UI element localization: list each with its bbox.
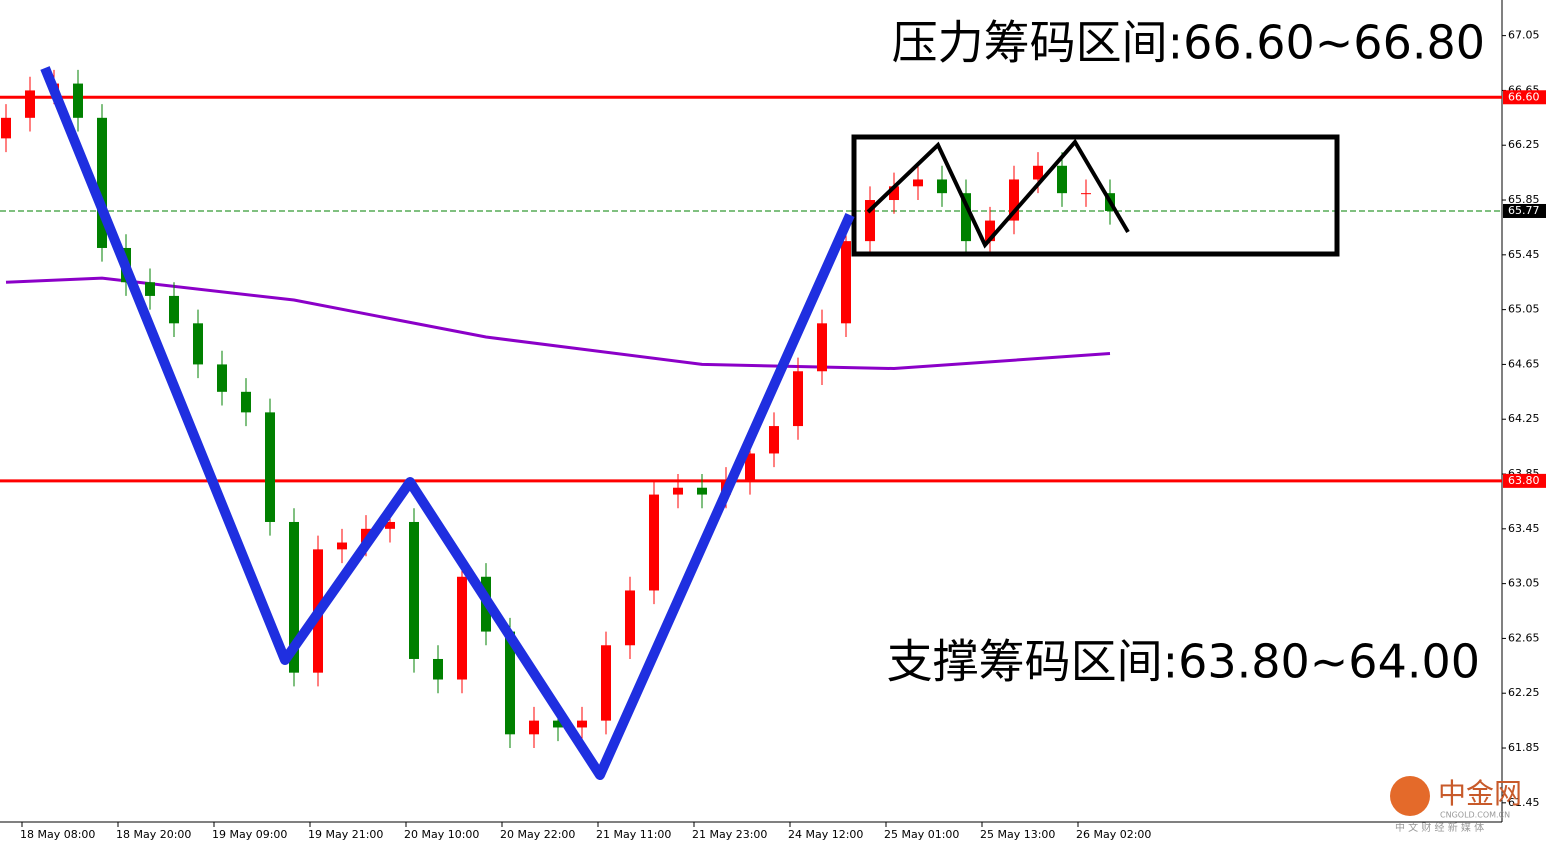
y-tick-label: 64.65 bbox=[1508, 357, 1540, 370]
x-tick-label: 18 May 20:00 bbox=[116, 828, 191, 841]
candle-body bbox=[193, 323, 203, 365]
candle-body bbox=[457, 576, 467, 680]
candle-body bbox=[961, 193, 971, 242]
y-tick-label: 63.05 bbox=[1508, 577, 1540, 590]
candle-body bbox=[745, 453, 755, 481]
candle-body bbox=[889, 186, 899, 201]
candle-body bbox=[1057, 165, 1067, 194]
x-tick-label: 21 May 23:00 bbox=[692, 828, 767, 841]
resistance-note: 压力筹码区间:66.60~66.80 bbox=[892, 16, 1485, 70]
candle-body bbox=[793, 371, 803, 427]
y-tick-label: 62.65 bbox=[1508, 631, 1540, 644]
x-tick-label: 26 May 02:00 bbox=[1076, 828, 1151, 841]
ma-line bbox=[5, 276, 1111, 371]
watermark-site: CNGOLD.COM.CN bbox=[1440, 811, 1510, 820]
x-tick-label: 21 May 11:00 bbox=[596, 828, 671, 841]
candle-body bbox=[25, 90, 35, 118]
watermark-slogan: 中 文 财 经 新 媒 体 bbox=[1395, 821, 1484, 834]
candle-body bbox=[769, 426, 779, 454]
price-tag-label: 63.80 bbox=[1508, 474, 1540, 487]
candle-body bbox=[265, 412, 275, 522]
y-tick-label: 67.05 bbox=[1508, 29, 1540, 42]
candle-body bbox=[1081, 193, 1091, 195]
y-tick-label: 65.05 bbox=[1508, 303, 1540, 316]
wave-arrow bbox=[40, 66, 855, 780]
candle-body bbox=[1, 117, 11, 139]
candle-body bbox=[865, 200, 875, 242]
candle-body bbox=[553, 720, 563, 728]
candle-body bbox=[697, 487, 707, 495]
support-note: 支撑筹码区间:63.80~64.00 bbox=[887, 635, 1480, 689]
swing-arrow bbox=[866, 138, 1130, 249]
x-tick-label: 20 May 10:00 bbox=[404, 828, 479, 841]
price-tag bbox=[1503, 203, 1546, 218]
candle-body bbox=[913, 179, 923, 187]
candle-body bbox=[385, 521, 395, 529]
price-tag bbox=[1503, 90, 1546, 105]
candle-body bbox=[841, 241, 851, 324]
x-tick-label: 19 May 09:00 bbox=[212, 828, 287, 841]
y-tick-label: 63.45 bbox=[1508, 522, 1540, 535]
candle-body bbox=[1033, 165, 1043, 180]
candle-body bbox=[625, 590, 635, 646]
y-tick-label: 62.25 bbox=[1508, 686, 1540, 699]
watermark-brand: 中金网 bbox=[1438, 777, 1522, 810]
range-box bbox=[851, 134, 1340, 257]
candle-body bbox=[985, 220, 995, 242]
candle-body bbox=[817, 323, 827, 372]
candle-body bbox=[577, 720, 587, 728]
candle-body bbox=[601, 645, 611, 721]
drawings bbox=[40, 66, 1340, 780]
candle-body bbox=[673, 487, 683, 495]
price-tag-label: 65.77 bbox=[1508, 204, 1540, 217]
candle-body bbox=[217, 364, 227, 392]
x-tick-label: 25 May 01:00 bbox=[884, 828, 959, 841]
candle-body bbox=[505, 631, 515, 735]
x-tick-label: 18 May 08:00 bbox=[20, 828, 95, 841]
candle-body bbox=[241, 391, 251, 413]
y-tick-label: 64.25 bbox=[1508, 412, 1540, 425]
candle-body bbox=[97, 117, 107, 248]
y-tick-label: 65.85 bbox=[1508, 193, 1540, 206]
y-tick-label: 61.85 bbox=[1508, 741, 1540, 754]
y-tick-label: 66.25 bbox=[1508, 138, 1540, 151]
price-tag-label: 66.60 bbox=[1508, 90, 1540, 103]
candle-body bbox=[937, 179, 947, 194]
candle-body bbox=[361, 528, 371, 543]
y-tick-label: 65.45 bbox=[1508, 248, 1540, 261]
logo bbox=[1390, 776, 1430, 816]
candle-body bbox=[649, 494, 659, 591]
price-tag bbox=[1503, 473, 1546, 488]
x-tick-label: 24 May 12:00 bbox=[788, 828, 863, 841]
candle-body bbox=[529, 720, 539, 735]
x-tick-label: 20 May 22:00 bbox=[500, 828, 575, 841]
candle-body bbox=[73, 83, 83, 118]
candle-body bbox=[337, 542, 347, 550]
candle-body bbox=[289, 521, 299, 673]
y-tick-label: 61.45 bbox=[1508, 796, 1540, 809]
candle-body bbox=[169, 295, 179, 324]
candle-body bbox=[433, 658, 443, 680]
candle-body bbox=[145, 282, 155, 296]
x-tick-label: 25 May 13:00 bbox=[980, 828, 1055, 841]
x-tick-label: 19 May 21:00 bbox=[308, 828, 383, 841]
candle-body bbox=[1009, 179, 1019, 221]
plot: 67.0566.6566.2565.8565.4565.0564.6564.25… bbox=[0, 29, 1546, 841]
candle-body bbox=[409, 521, 419, 659]
